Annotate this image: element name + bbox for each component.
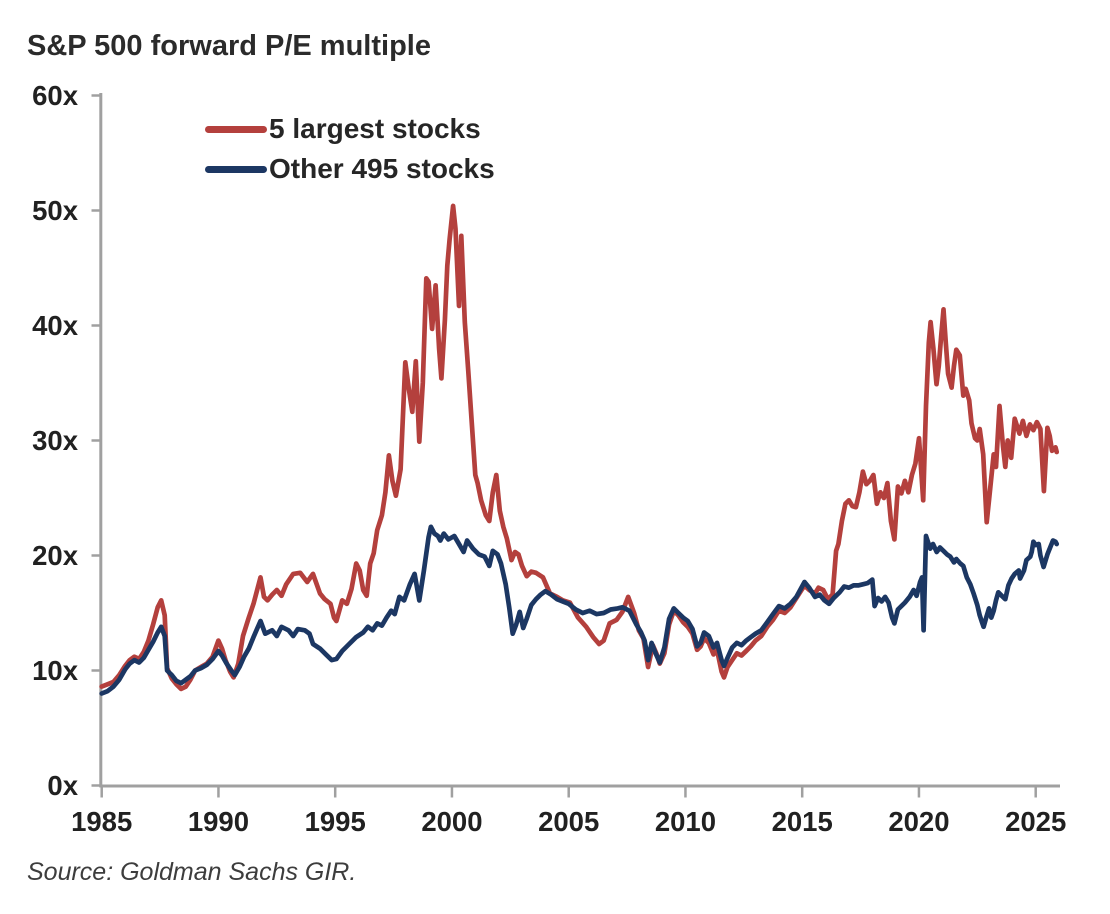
legend-label: Other 495 stocks xyxy=(269,153,495,184)
y-tick-label: 20x xyxy=(32,540,79,571)
x-tick-label: 2000 xyxy=(421,806,482,837)
axes: 0x 10x 20x 30x 40x 50x 60x 1985 1990 1995 2000 2005… xyxy=(32,80,1066,837)
chart-title: S&P 500 forward P/E multiple xyxy=(27,30,431,62)
series-line-other-495-stocks xyxy=(99,524,1060,696)
legend-swatch-line-icon xyxy=(205,125,267,133)
x-tick-label: 1990 xyxy=(188,806,249,837)
legend-swatch-line-icon xyxy=(205,165,267,173)
y-tick-label: 50x xyxy=(32,195,79,226)
x-tick-label: 2020 xyxy=(888,806,949,837)
x-tick-label: 2025 xyxy=(1005,806,1066,837)
x-tick-label: 2010 xyxy=(655,806,716,837)
legend: 5 largest stocks Other 495 stocks xyxy=(205,109,495,189)
x-tick-label: 2005 xyxy=(538,806,599,837)
x-tick-label: 1995 xyxy=(305,806,366,837)
y-tick-label: 0x xyxy=(47,770,78,801)
source-note: Source: Goldman Sachs GIR. xyxy=(27,858,357,886)
y-tick-label: 10x xyxy=(32,655,79,686)
y-tick-label: 40x xyxy=(32,310,79,341)
series-line-5-largest-stocks xyxy=(99,203,1060,692)
x-tick-label: 1985 xyxy=(71,806,132,837)
y-tick-label: 30x xyxy=(32,425,79,456)
y-tick-label: 60x xyxy=(32,80,79,111)
legend-item: 5 largest stocks xyxy=(205,109,495,149)
legend-item: Other 495 stocks xyxy=(205,149,495,189)
legend-label: 5 largest stocks xyxy=(269,113,481,144)
x-tick-label: 2015 xyxy=(772,806,833,837)
